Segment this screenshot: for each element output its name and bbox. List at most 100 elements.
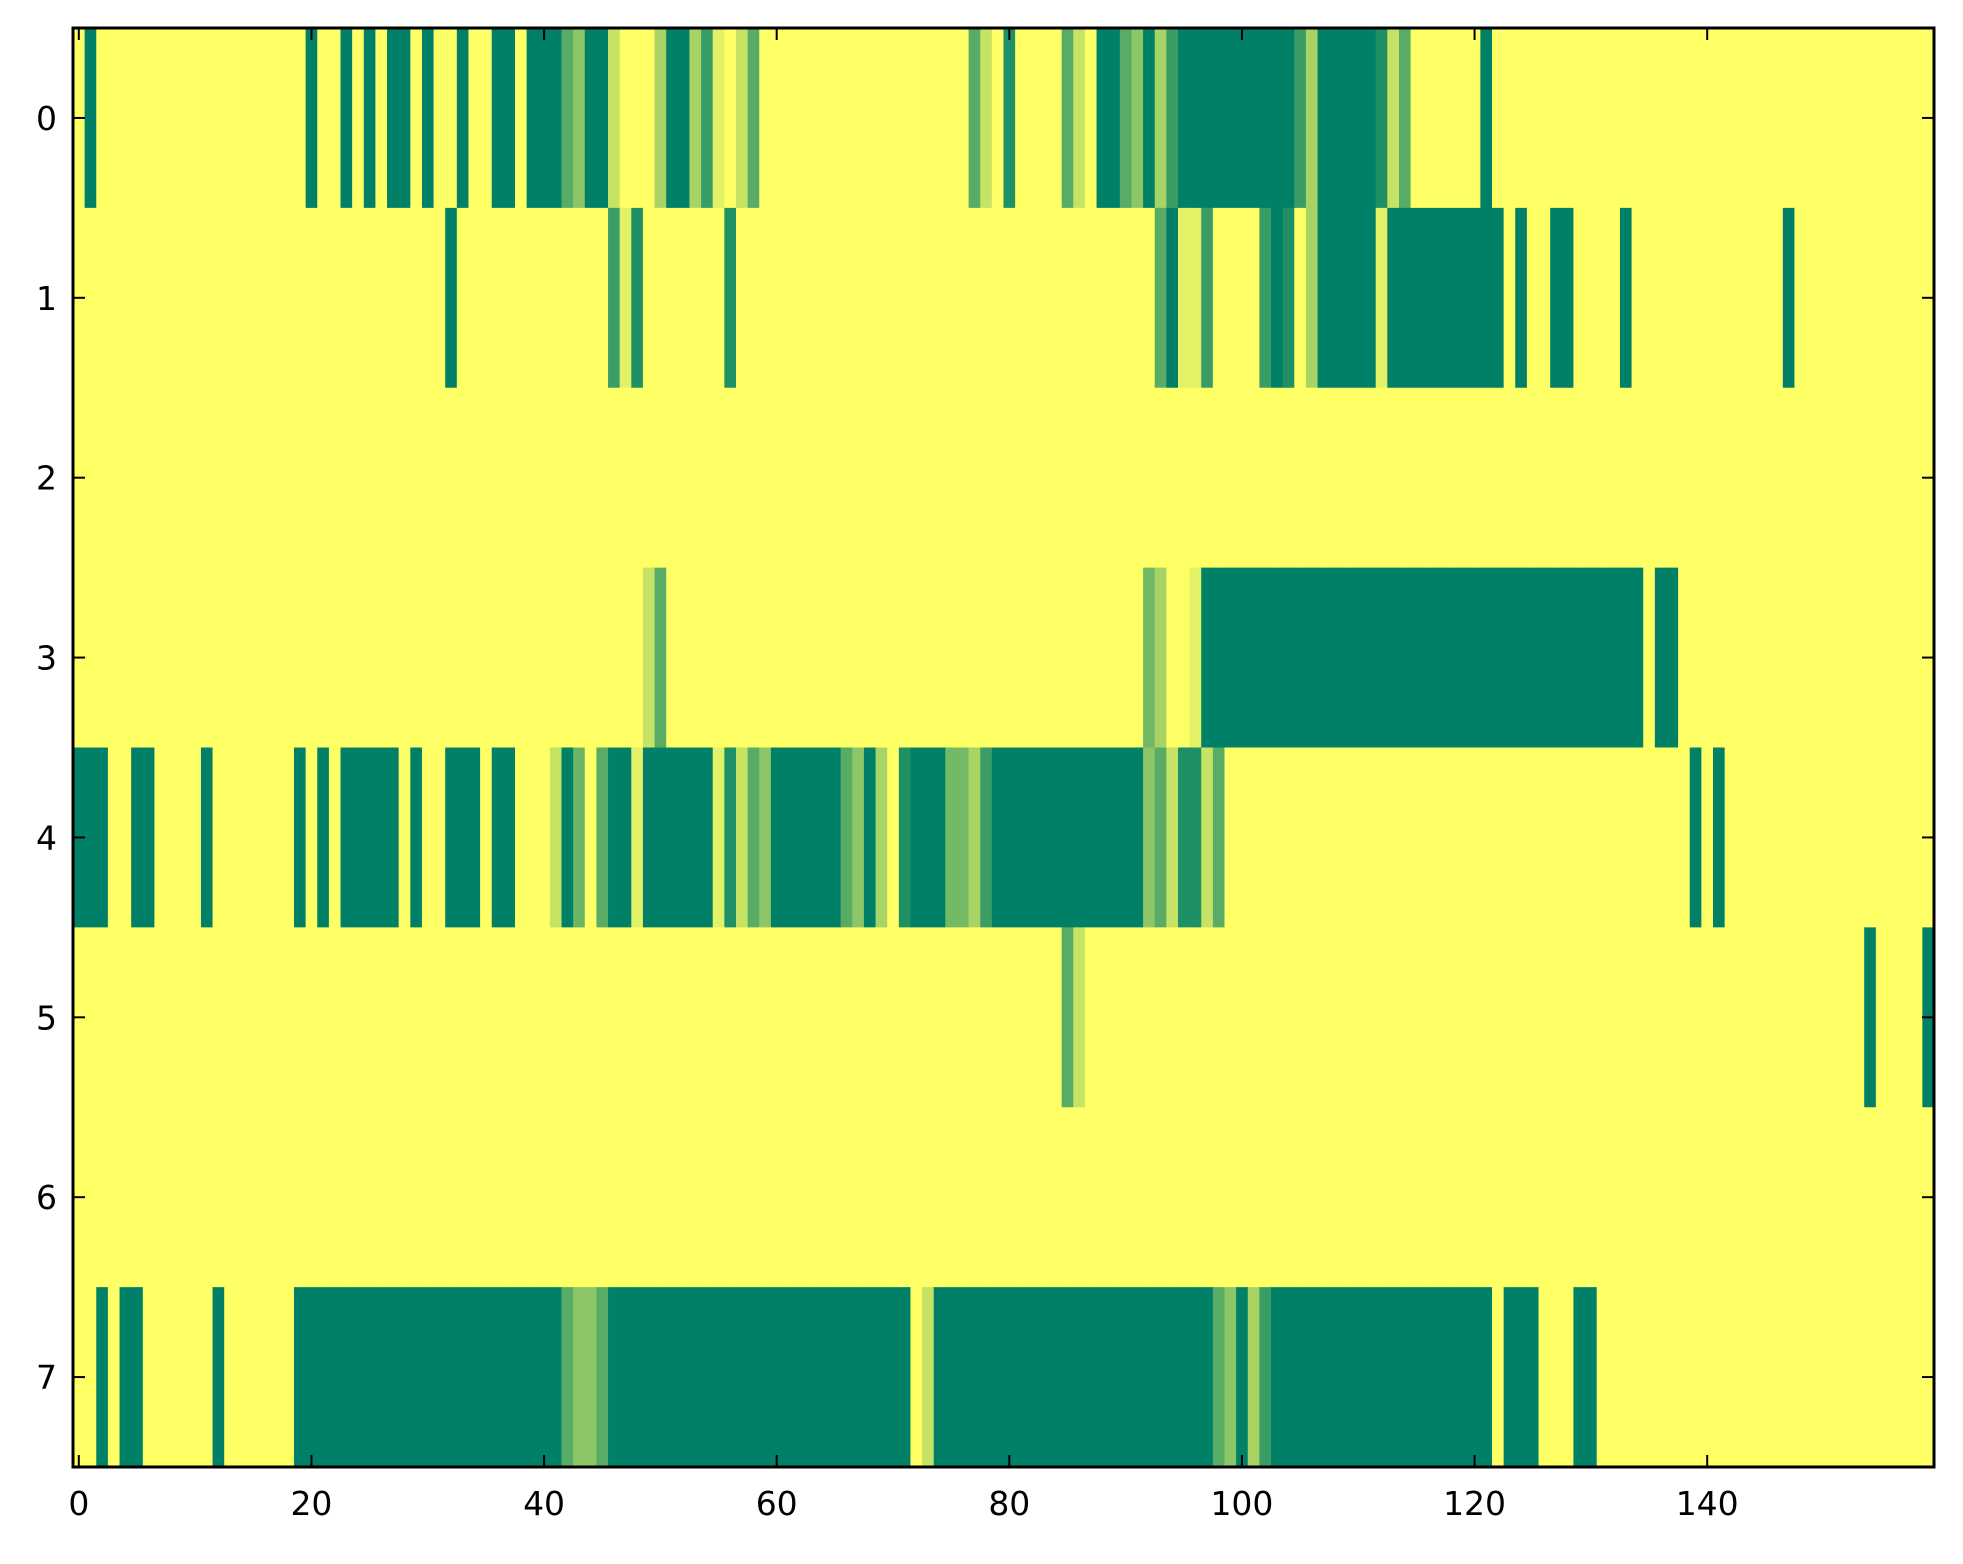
heatmap-cell <box>1177 387 1191 569</box>
heatmap-cell <box>421 1107 435 1288</box>
heatmap-cell <box>1061 567 1074 749</box>
heatmap-cell <box>1771 28 1784 209</box>
heatmap-cell <box>189 567 202 749</box>
heatmap-cell <box>282 1287 295 1468</box>
heatmap-cell <box>1410 387 1423 569</box>
heatmap-cell <box>491 28 504 209</box>
heatmap-cell <box>1084 207 1098 389</box>
heatmap-cell <box>1678 1287 1691 1468</box>
heatmap-cell <box>1387 1287 1400 1468</box>
heatmap-cell <box>1340 1287 1354 1468</box>
heatmap-cell <box>782 567 795 749</box>
heatmap-cell <box>770 207 784 389</box>
heatmap-cell <box>340 207 353 389</box>
heatmap-cell <box>1259 207 1272 389</box>
heatmap-cell <box>1852 207 1865 389</box>
heatmap-cell <box>421 567 435 749</box>
heatmap-cell <box>1259 28 1272 209</box>
heatmap-cell <box>1375 567 1388 749</box>
heatmap-cell <box>259 1107 272 1288</box>
heatmap-cell <box>805 387 818 569</box>
heatmap-cell <box>1817 747 1830 928</box>
heatmap-cell <box>305 387 318 569</box>
heatmap-cell <box>922 387 935 569</box>
heatmap-cell <box>968 207 981 389</box>
heatmap-cell <box>1364 28 1377 209</box>
heatmap-cell <box>1480 747 1493 928</box>
heatmap-cell <box>1352 28 1365 209</box>
heatmap-cell <box>631 1107 644 1288</box>
heatmap-cell <box>1143 387 1156 569</box>
heatmap-cell <box>770 387 784 569</box>
heatmap-cell <box>1410 28 1423 209</box>
heatmap-cell <box>1154 927 1167 1108</box>
heatmap-cell <box>1492 927 1505 1108</box>
heatmap-cell <box>375 567 388 749</box>
heatmap-cell <box>131 1287 144 1468</box>
heatmap-cell <box>677 1287 691 1468</box>
heatmap-cell <box>224 28 237 209</box>
heatmap-cell <box>1352 747 1365 928</box>
y-tick-label: 1 <box>36 279 57 318</box>
heatmap-cell <box>1445 1287 1458 1468</box>
heatmap-cell <box>1503 747 1516 928</box>
heatmap-cell <box>1526 747 1540 928</box>
heatmap-cell <box>189 207 202 389</box>
heatmap-cell <box>829 747 842 928</box>
heatmap-cell <box>1771 747 1784 928</box>
heatmap-cell <box>631 927 644 1108</box>
heatmap-cell <box>398 387 411 569</box>
heatmap-cell <box>84 927 97 1108</box>
heatmap-cell <box>1875 747 1889 928</box>
heatmap-cell <box>829 1107 842 1288</box>
heatmap-cell <box>1538 567 1551 749</box>
heatmap-cell <box>805 567 818 749</box>
heatmap-cell <box>561 1287 574 1468</box>
heatmap-cell <box>1119 1107 1133 1288</box>
heatmap-cell <box>1364 207 1377 389</box>
heatmap-cell <box>1747 747 1761 928</box>
heatmap-cell <box>363 567 377 749</box>
heatmap-cell <box>1701 567 1714 749</box>
heatmap-cell <box>1759 207 1772 389</box>
heatmap-cell <box>1689 1107 1702 1288</box>
heatmap-cell <box>1236 387 1249 569</box>
heatmap-cell <box>829 927 842 1108</box>
heatmap-cell <box>1003 1287 1016 1468</box>
heatmap-cell <box>1817 1107 1830 1288</box>
heatmap-cell <box>352 207 365 389</box>
heatmap-cell <box>1189 747 1202 928</box>
heatmap-cell <box>1340 207 1354 389</box>
heatmap-cell <box>212 1287 225 1468</box>
heatmap-cell <box>1026 207 1039 389</box>
heatmap-cell <box>491 567 504 749</box>
heatmap-cell <box>1108 1287 1121 1468</box>
heatmap-cell <box>1864 28 1877 209</box>
heatmap-cell <box>1585 28 1598 209</box>
heatmap-cell <box>596 1107 609 1288</box>
heatmap-cell <box>1410 207 1423 389</box>
heatmap-cell <box>1131 207 1144 389</box>
heatmap-cell <box>1282 747 1295 928</box>
heatmap-cell <box>1840 28 1854 209</box>
heatmap-cell <box>1538 927 1551 1108</box>
heatmap-cell <box>1166 747 1179 928</box>
heatmap-cell <box>317 1287 330 1468</box>
heatmap-cell <box>1619 1107 1633 1288</box>
heatmap-cell <box>573 28 586 209</box>
heatmap-cell <box>677 387 691 569</box>
heatmap-cell <box>538 747 551 928</box>
heatmap-cell <box>1050 1287 1063 1468</box>
heatmap-cell <box>84 387 97 569</box>
heatmap-cell <box>852 207 865 389</box>
heatmap-cell <box>1713 1107 1726 1288</box>
heatmap-cell <box>1759 927 1772 1108</box>
heatmap-cell <box>1817 387 1830 569</box>
heatmap-cell <box>631 387 644 569</box>
heatmap-cell <box>1747 927 1761 1108</box>
heatmap-cell <box>1445 28 1458 209</box>
heatmap-cell <box>1108 927 1121 1108</box>
heatmap-cell <box>1375 747 1388 928</box>
heatmap-cell <box>1747 387 1761 569</box>
heatmap-cell <box>491 1287 504 1468</box>
